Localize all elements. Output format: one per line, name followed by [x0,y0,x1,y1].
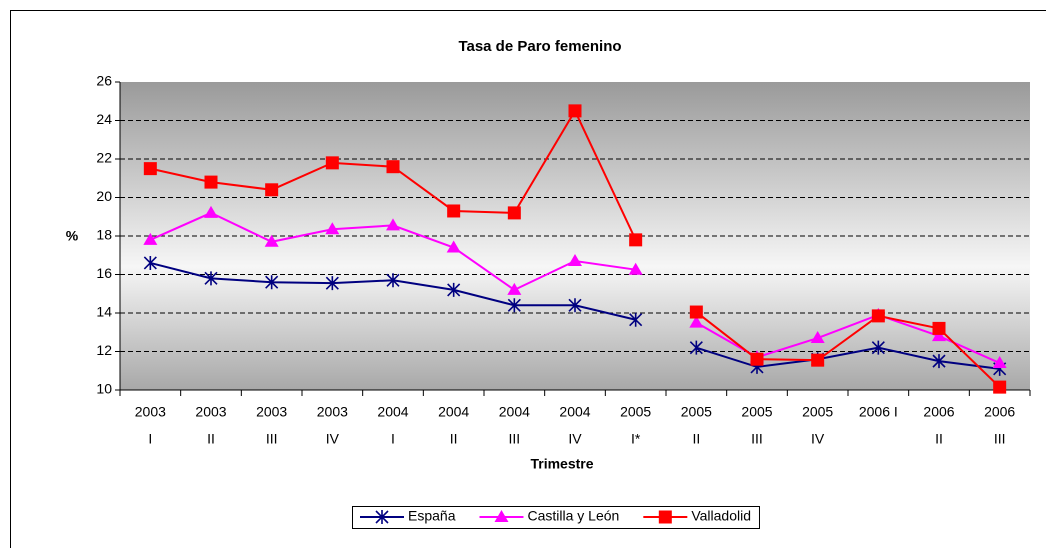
y-tick-label: 24 [96,111,112,127]
marker [568,254,582,267]
legend-label: Castilla y León [527,508,619,524]
marker [264,234,279,247]
x-tick-label: IV [326,431,340,447]
x-tick-label: 2004 [559,404,590,420]
legend-label: Valladolid [691,508,751,524]
x-tick-label: 2005 [681,404,712,420]
y-tick-label: 18 [96,227,112,243]
marker [689,340,703,355]
marker [871,309,885,323]
marker [386,160,400,174]
marker [629,312,643,327]
marker [932,354,946,369]
x-tick-label: 2004 [438,404,469,420]
marker [447,282,461,297]
marker [689,315,704,328]
x-tick-label: I [148,431,152,447]
marker [507,282,522,295]
marker [494,510,509,522]
marker [375,510,389,524]
x-tick-label: 2005 [620,404,651,420]
marker [447,204,461,218]
x-tick-label: 2003 [135,404,166,420]
legend: España Castilla y León Valladolid [352,506,760,529]
x-tick-label: I [391,431,395,447]
marker [386,273,400,288]
marker [143,255,157,270]
marker [871,340,885,355]
x-tick-label: II [450,431,458,447]
y-tick-label: 22 [96,150,112,166]
y-tick-label: 16 [96,265,112,281]
x-tick-label: IV [811,431,825,447]
x-tick-label: 2006 I [859,404,898,420]
marker [507,298,521,313]
x-tick-label: 2003 [256,404,287,420]
x-axis-label: Trimestre [530,456,593,472]
y-tick-label: 26 [96,73,112,89]
x-tick-label: 2005 [741,404,772,420]
marker [204,271,218,286]
marker [265,183,279,197]
marker [992,356,1007,369]
y-tick-label: 10 [96,381,112,397]
marker [932,329,946,342]
y-tick-label: 12 [96,342,112,358]
x-tick-label: II [935,431,943,447]
marker [568,104,582,118]
marker [810,331,825,344]
marker [325,276,339,291]
x-tick-label: 2004 [499,404,530,420]
marker [204,205,218,218]
x-tick-label: 2005 [802,404,833,420]
x-tick-label: III [508,431,520,447]
marker [325,156,339,170]
marker [204,175,218,189]
marker [143,232,158,245]
x-tick-label: 2003 [317,404,348,420]
marker [811,353,825,367]
y-tick-label: 14 [96,304,112,320]
x-tick-label: III [266,431,278,447]
marker [689,305,703,319]
marker [658,510,672,524]
marker [507,206,521,220]
marker [750,352,764,366]
marker [265,275,279,290]
x-tick-label: I* [631,431,641,447]
marker [386,218,400,231]
marker [568,298,582,313]
chart-title: Tasa de Paro femenino [458,38,621,55]
marker [325,222,340,235]
x-tick-label: IV [568,431,582,447]
y-tick-label: 20 [96,188,112,204]
marker [993,380,1007,394]
legend-label: España [408,508,456,524]
marker [446,240,461,253]
x-tick-label: 2004 [377,404,408,420]
x-tick-label: III [751,431,763,447]
marker [628,262,643,275]
x-tick-label: 2006 [984,404,1015,420]
legend-box [352,506,760,529]
x-tick-label: III [994,431,1006,447]
x-tick-label: II [692,431,700,447]
x-tick-label: 2006 [923,404,954,420]
y-axis-label: % [66,228,79,244]
marker [629,233,643,247]
x-tick-label: 2003 [195,404,226,420]
x-tick-label: II [207,431,215,447]
marker [932,321,946,335]
marker [143,162,157,176]
